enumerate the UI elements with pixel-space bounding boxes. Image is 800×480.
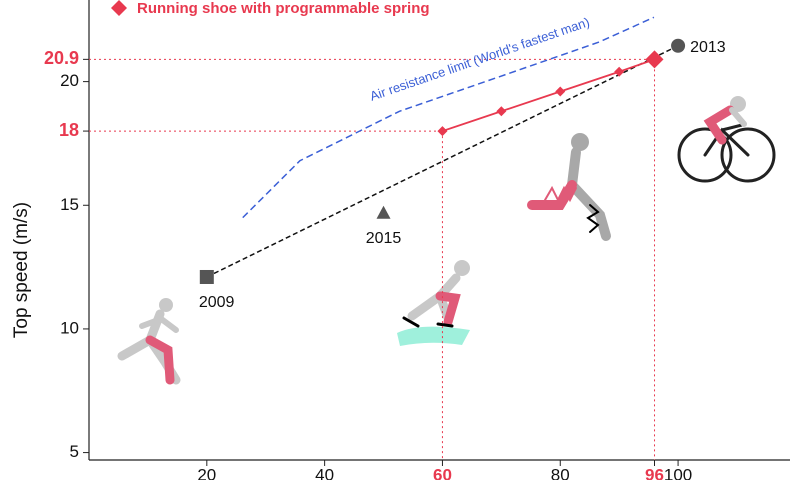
illustrations [117,96,776,385]
spring-runner-icon [527,133,611,241]
y-tick-label: 15 [60,195,79,214]
x-tick-label: 100 [664,465,692,480]
y-axis-label: Top speed (m/s) [11,202,32,338]
skater-icon [397,260,470,346]
diamond-marker [496,106,507,117]
x-tick-label: 40 [315,465,334,480]
x-tick-label: 60 [433,465,452,480]
y-tick-label: 20 [60,71,79,90]
triangle-marker [376,205,391,219]
diamond-marker [555,86,566,97]
legend-label: Running shoe with programmable spring [137,0,430,17]
x-tick-label: 80 [551,465,570,480]
y-tick-label: 5 [70,442,79,461]
square-marker [199,269,214,284]
runner-icon [117,298,181,385]
point-label: 2009 [199,294,235,311]
x-tick-label: 96 [645,465,664,480]
y-tick-label: 20.9 [44,48,79,68]
series-line [242,16,655,219]
diamond-marker [645,50,664,69]
diamond-marker [437,126,448,137]
series-line [442,58,655,132]
diamond-marker [614,66,625,77]
x-tick-label: 20 [197,465,216,480]
y-tick-label: 18 [59,120,79,140]
point-label: 2015 [366,230,402,247]
point-label: 2013 [690,39,726,56]
legend-marker [111,0,127,16]
y-tick-label: 10 [60,318,79,337]
cyclist-icon [677,96,776,183]
circle-marker [671,38,686,53]
